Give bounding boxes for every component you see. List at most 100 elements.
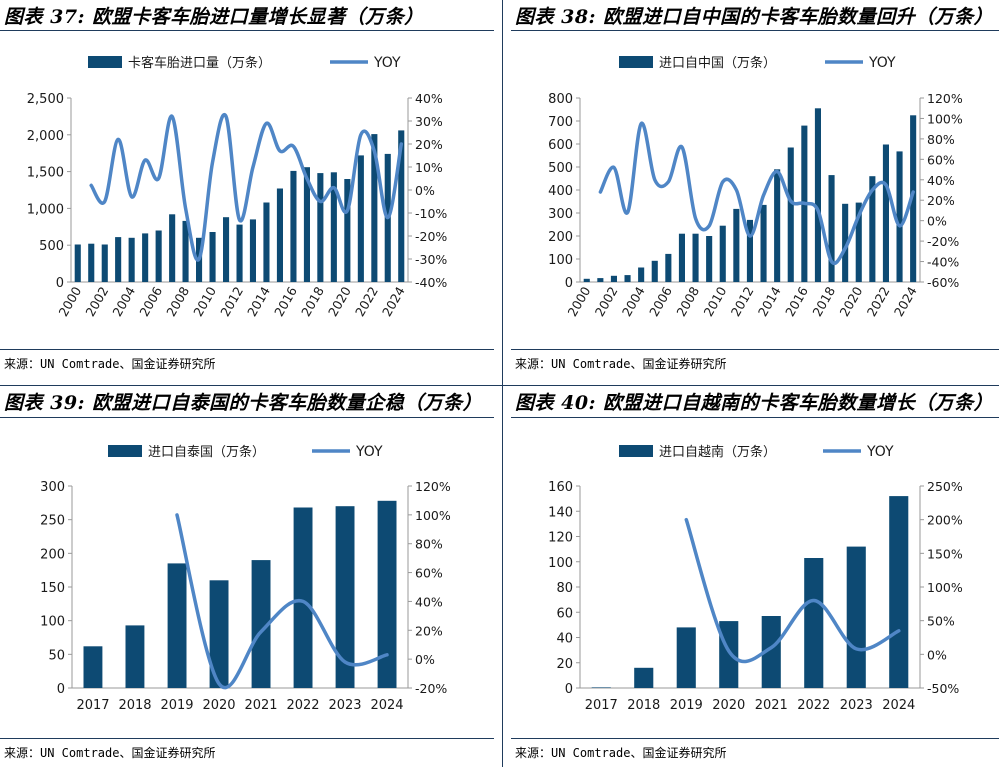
bar [83, 646, 103, 688]
y-right-tick-label: 100% [415, 508, 451, 523]
y-left-tick-label: 200 [40, 547, 65, 562]
y-left-tick-label: 1,000 [27, 202, 64, 217]
y-right-tick-label: 0% [415, 652, 435, 667]
y-left-tick-label: 400 [548, 184, 573, 199]
bar [692, 233, 699, 282]
y-left-tick-label: 20 [556, 657, 573, 672]
bar [774, 169, 781, 282]
bar [101, 244, 108, 282]
y-left-tick-label: 40 [556, 632, 573, 647]
panel-fig38: 图表 38: 欧盟进口自中国的卡客车胎数量回升（万条） 进口自中国（万条） YOY… [511, 0, 999, 385]
bar [787, 147, 794, 282]
bar [128, 237, 135, 282]
chart-fig40: 进口自越南（万条） YOY 0 20 40 60 80 100 120 140 160 -50% 0% 5… [548, 444, 963, 713]
panel-fig39: 图表 39: 欧盟进口自泰国的卡客车胎数量企稳（万条） 进口自泰国（万条） YOY… [0, 386, 494, 767]
yoy-line [598, 121, 915, 265]
bar [88, 243, 95, 282]
x-tick-label: 2006 [136, 284, 165, 319]
x-tick-label: 2019 [670, 698, 703, 713]
x-tick-label: 2024 [379, 284, 408, 319]
bar [610, 275, 617, 282]
bar [155, 230, 162, 282]
legend: 进口自越南（万条） YOY [619, 444, 894, 460]
bar [330, 172, 337, 282]
bar [638, 267, 645, 282]
yoy-line [89, 112, 404, 262]
x-tick-label: 2018 [298, 284, 327, 319]
y-right-tick-label: 20% [415, 137, 443, 152]
legend-bar-label: 进口自泰国（万条） [148, 444, 265, 460]
y-right-tick-label: 100% [927, 111, 963, 126]
y-left-tick-label: 500 [548, 161, 573, 176]
bar [719, 225, 726, 282]
bar [597, 278, 604, 282]
legend-line-label: YOY [373, 55, 401, 71]
x-tick-label: 2024 [882, 698, 915, 713]
y-left-tick-label: 60 [556, 606, 573, 621]
bar [882, 144, 889, 282]
source-note: 来源：UN Comtrade、国金证券研究所 [515, 746, 727, 760]
chart-title: 图表 39: 欧盟进口自泰国的卡客车胎数量企稳（万条） [4, 392, 483, 414]
bar [651, 260, 658, 282]
y-right-tick-label: -30% [415, 252, 447, 267]
source-note: 来源：UN Comtrade、国金证券研究所 [4, 746, 216, 760]
yoy-points [176, 514, 388, 684]
x-tick-label: 2006 [646, 284, 675, 319]
bars [591, 496, 909, 688]
bar [896, 151, 903, 282]
y-right-tick-label: 80% [415, 537, 443, 552]
y-left-tick-label: 1,500 [27, 166, 64, 181]
x-tick-label: 2022 [797, 698, 830, 713]
y-left-tick-label: 100 [40, 615, 65, 630]
y-left-tick-label: 140 [548, 505, 573, 520]
y-left-tick-label: 700 [548, 115, 573, 130]
bar [760, 204, 767, 282]
x-tick-label: 2021 [755, 698, 788, 713]
chart-title: 图表 38: 欧盟进口自中国的卡客车胎数量回升（万条） [515, 6, 994, 28]
legend-bar-swatch [88, 56, 122, 68]
x-tick-label: 2004 [109, 284, 138, 319]
x-tick-label: 2022 [286, 698, 319, 713]
bar [209, 232, 216, 282]
y-right-tick-label: 50% [927, 614, 955, 629]
y-right-tick-label: 250% [927, 479, 963, 494]
x-tick-label: 2018 [809, 284, 838, 319]
x-tick-label: 2020 [325, 284, 354, 319]
y-right-tick-label: 10% [415, 160, 443, 175]
x-tick-label: 2002 [592, 284, 621, 319]
legend-line-label: YOY [866, 444, 894, 460]
bar [115, 237, 122, 282]
y-left-tick-label: 100 [548, 556, 573, 571]
legend-bar-swatch [619, 445, 653, 457]
bar [276, 188, 283, 282]
bar [293, 507, 313, 688]
y-left-tick-label: 0 [565, 682, 573, 697]
y-left-tick-label: 100 [548, 253, 573, 268]
x-tick-label: 2023 [328, 698, 361, 713]
legend-bar-label: 进口自中国（万条） [659, 55, 776, 71]
bar [733, 208, 740, 282]
y-right-tick-label: 150% [927, 546, 963, 561]
bar [583, 278, 590, 282]
legend-bar-swatch [619, 56, 653, 68]
x-tick-label: 2019 [160, 698, 193, 713]
y-right-tick-label: -10% [415, 206, 447, 221]
bar [719, 621, 739, 688]
y-right-tick-label: -20% [415, 229, 447, 244]
source-rule [0, 349, 494, 350]
x-tick-label: 2022 [352, 284, 381, 319]
y-right-tick-label: -20% [927, 234, 959, 249]
legend-bar-label: 卡客车胎进口量（万条） [128, 55, 271, 71]
source-note: 来源：UN Comtrade、国金证券研究所 [4, 357, 216, 371]
y-left-tick-label: 500 [39, 239, 64, 254]
y-right-tick-label: 30% [415, 114, 443, 129]
x-tick-label: 2017 [76, 698, 109, 713]
bar [290, 170, 297, 282]
x-tick-label: 2012 [217, 284, 246, 319]
bar [371, 134, 378, 282]
y-right-tick-label: -50% [927, 681, 959, 696]
bar [263, 202, 270, 282]
title-rule [0, 30, 494, 31]
y-right-tick-label: 120% [927, 91, 963, 106]
y-left-tick-label: 0 [56, 276, 64, 291]
